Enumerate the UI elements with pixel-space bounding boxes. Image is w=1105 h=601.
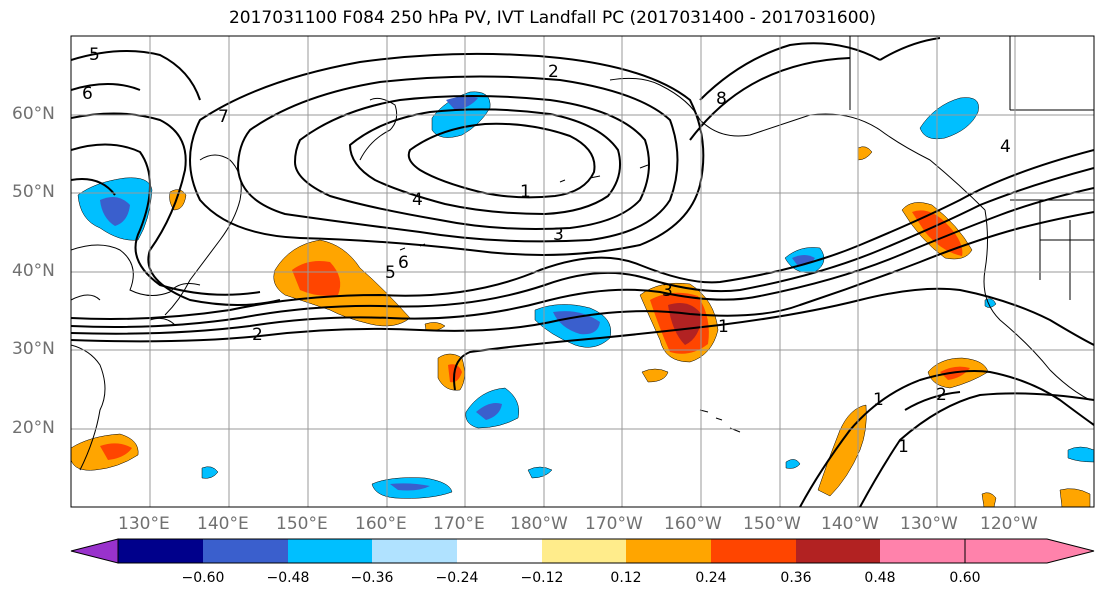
contour-label: 1 bbox=[718, 317, 729, 337]
contour-label: 2 bbox=[936, 385, 947, 405]
lon-label: 120°W bbox=[980, 514, 1038, 534]
contour-label: 8 bbox=[716, 89, 727, 109]
colorbar-segment bbox=[542, 539, 626, 563]
contour-line bbox=[71, 167, 1094, 328]
colorbar-tick-label: −0.60 bbox=[181, 570, 225, 586]
contour-label: 5 bbox=[385, 263, 396, 283]
contour-line bbox=[71, 83, 141, 91]
contour-label: 6 bbox=[398, 253, 409, 273]
japan-coastline bbox=[164, 154, 242, 316]
positive-anomaly-region bbox=[817, 404, 867, 497]
contour-line bbox=[904, 391, 961, 411]
contour-label: 1 bbox=[873, 390, 884, 410]
lon-label: 130°E bbox=[118, 514, 170, 534]
colorbar-segment bbox=[457, 539, 542, 563]
contour-label: 4 bbox=[1000, 137, 1011, 157]
contour-label: 6 bbox=[82, 84, 93, 104]
colorbar-tick-label: 0.12 bbox=[610, 570, 642, 586]
contour-line bbox=[348, 108, 621, 216]
coastlines bbox=[71, 36, 1094, 471]
contour-label: 3 bbox=[662, 281, 673, 301]
contour-label: 3 bbox=[553, 225, 564, 245]
contour-line bbox=[71, 211, 1094, 343]
lon-label: 160°E bbox=[355, 514, 407, 534]
alaska-coastline bbox=[609, 77, 986, 211]
lon-label: 150°E bbox=[276, 514, 328, 534]
colorbar-extend-high bbox=[964, 538, 1095, 564]
lat-label: 30°N bbox=[12, 339, 55, 359]
colorbar-segment bbox=[796, 539, 880, 563]
contour-label: 2 bbox=[252, 325, 263, 345]
contour-line bbox=[189, 52, 705, 256]
asia-coastline bbox=[71, 244, 201, 471]
gridlines bbox=[71, 36, 1094, 507]
colorbar-tick-label: 0.24 bbox=[695, 570, 727, 586]
contour-line bbox=[799, 370, 1094, 507]
lon-label: 160°W bbox=[664, 514, 722, 534]
lon-label: 170°W bbox=[585, 514, 643, 534]
contour-line bbox=[71, 143, 261, 296]
colorbar-tick-label: −0.12 bbox=[520, 570, 564, 586]
contour-line bbox=[71, 187, 1094, 335]
contour-label: 4 bbox=[412, 190, 423, 210]
contour-line bbox=[71, 50, 201, 101]
colorbar-tick-label: 0.60 bbox=[949, 570, 981, 586]
lon-label: 180°W bbox=[510, 514, 568, 534]
contour-line bbox=[71, 178, 116, 196]
ivt-contours bbox=[71, 37, 1094, 507]
contour-label: 1 bbox=[898, 437, 909, 457]
colorbar-segment bbox=[203, 539, 288, 563]
lat-label: 40°N bbox=[12, 261, 55, 281]
map-frame bbox=[70, 35, 1095, 508]
colorbar-segment bbox=[372, 539, 457, 563]
colorbar-segment bbox=[711, 539, 796, 563]
lat-label: 20°N bbox=[12, 418, 55, 438]
north-america-coastline bbox=[983, 209, 1091, 401]
colorbar-tick-label: −0.24 bbox=[435, 570, 479, 586]
contour-line bbox=[859, 392, 1094, 507]
aleutian-islands bbox=[399, 164, 649, 251]
canada-border bbox=[849, 36, 1094, 201]
colorbar-tick-label: −0.36 bbox=[350, 570, 394, 586]
lon-label: 170°E bbox=[433, 514, 485, 534]
contour-line bbox=[453, 287, 1094, 391]
contour-line bbox=[407, 122, 596, 199]
colorbar-extend-low bbox=[70, 538, 119, 564]
contour-line bbox=[689, 57, 851, 141]
colorbar-segment bbox=[288, 539, 372, 563]
lon-label: 140°W bbox=[821, 514, 879, 534]
contour-label: 1 bbox=[520, 182, 531, 202]
contour-label: 2 bbox=[548, 62, 559, 82]
lat-label: 50°N bbox=[12, 182, 55, 202]
colorbar-segment bbox=[626, 539, 711, 563]
contour-label: 5 bbox=[89, 45, 100, 65]
contour-label: 7 bbox=[218, 107, 229, 127]
lon-label: 130°W bbox=[900, 514, 958, 534]
colorbar-segment bbox=[880, 539, 965, 563]
lon-label: 140°E bbox=[197, 514, 249, 534]
contour-line bbox=[236, 75, 679, 243]
kamchatka-coastline bbox=[359, 97, 398, 161]
us-states bbox=[1039, 200, 1094, 300]
contour-line bbox=[879, 37, 941, 61]
contour-labels: 5 6 7 2 8 1 3 4 6 5 2 3 1 4 1 2 1 bbox=[82, 45, 1011, 457]
contour-line bbox=[71, 112, 281, 306]
colorbar-tick-label: 0.48 bbox=[864, 570, 896, 586]
colorbar bbox=[70, 538, 1095, 564]
lon-label: 150°W bbox=[743, 514, 801, 534]
colorbar-tick-label: −0.48 bbox=[266, 570, 310, 586]
lat-label: 60°N bbox=[12, 104, 55, 124]
map-title: 2017031100 F084 250 hPa PV, IVT Landfall… bbox=[228, 8, 876, 28]
colorbar-segment bbox=[118, 539, 203, 563]
colorbar-tick-label: 0.36 bbox=[780, 570, 812, 586]
contour-line bbox=[699, 42, 881, 101]
negative-anomaly-region bbox=[919, 97, 979, 140]
